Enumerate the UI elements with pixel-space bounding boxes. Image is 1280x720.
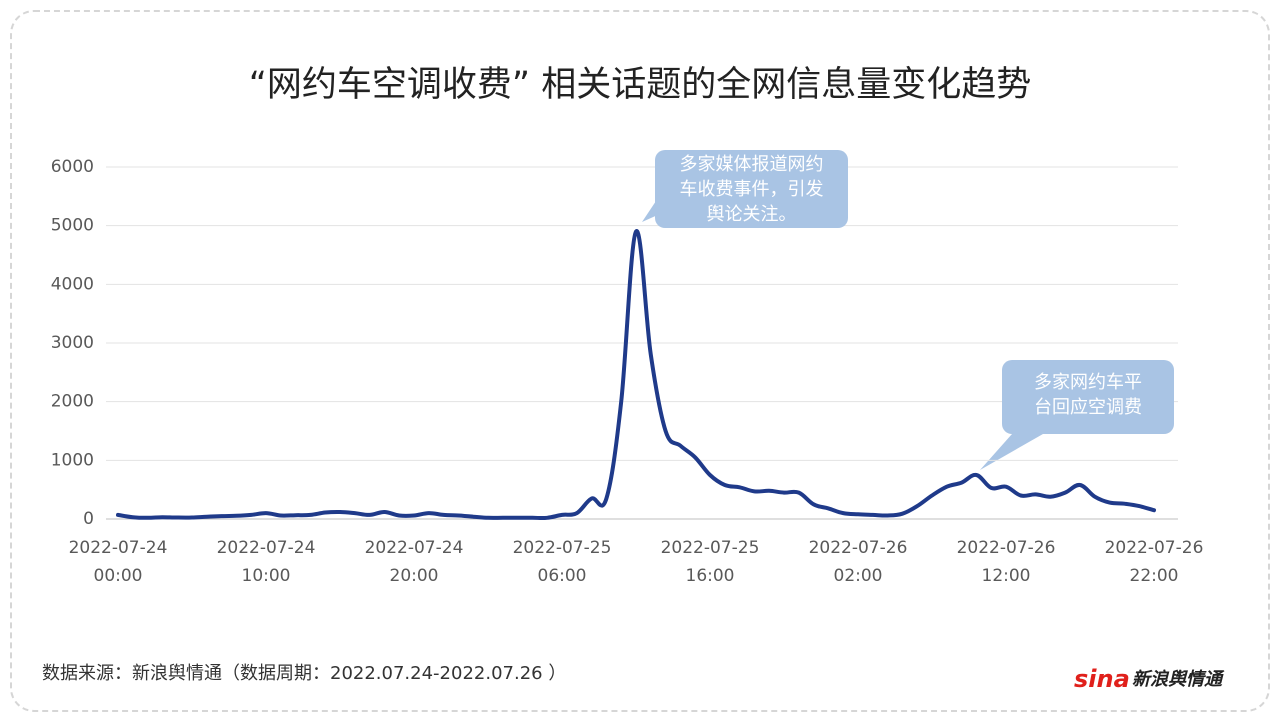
y-tick-label: 4000 — [51, 274, 94, 294]
logo-text: 新浪舆情通 — [1132, 669, 1225, 690]
chart-title: “网约车空调收费” 相关话题的全网信息量变化趋势 — [249, 65, 1031, 105]
annotation: 多家网约车平台回应空调费 — [1034, 372, 1142, 418]
frame — [10, 10, 1270, 712]
x-tick-label: 2022-07-26 12:00 — [956, 538, 1056, 586]
y-tick-label: 1000 — [51, 450, 94, 470]
x-tick-label: 2022-07-26 02:00 — [808, 538, 908, 586]
x-tick-label: 2022-07-24 20:00 — [364, 538, 464, 586]
callout: 多家媒体报道网约车收费事件，引发舆论关注。 — [655, 150, 848, 228]
x-tick-label: 2022-07-25 06:00 — [512, 538, 612, 586]
y-tick-label: 5000 — [51, 216, 94, 236]
y-tick-label: 0 — [83, 509, 94, 529]
annotation: 多家媒体报道网约车收费事件，引发舆论关注。 — [679, 154, 824, 225]
x-tick-label: 2022-07-25 16:00 — [660, 538, 760, 586]
line — [116, 229, 1156, 521]
x-tick-label: 2022-07-26 22:00 — [1104, 538, 1204, 586]
callout: 多家网约车平台回应空调费 — [1002, 360, 1174, 434]
x-tick-label: 2022-07-24 00:00 — [68, 538, 168, 586]
y-tick-label: 2000 — [51, 392, 94, 412]
logo-sina: sina — [1074, 665, 1130, 693]
y-tick-label: 6000 — [51, 157, 94, 177]
y-tick-label: 3000 — [51, 333, 94, 353]
callout-pointer — [980, 425, 1050, 470]
grid — [106, 166, 1178, 520]
x-tick-label: 2022-07-24 10:00 — [216, 538, 316, 586]
source: 数据来源：新浪舆情通（数据周期：2022.07.24-2022.07.26 ） — [42, 663, 566, 684]
